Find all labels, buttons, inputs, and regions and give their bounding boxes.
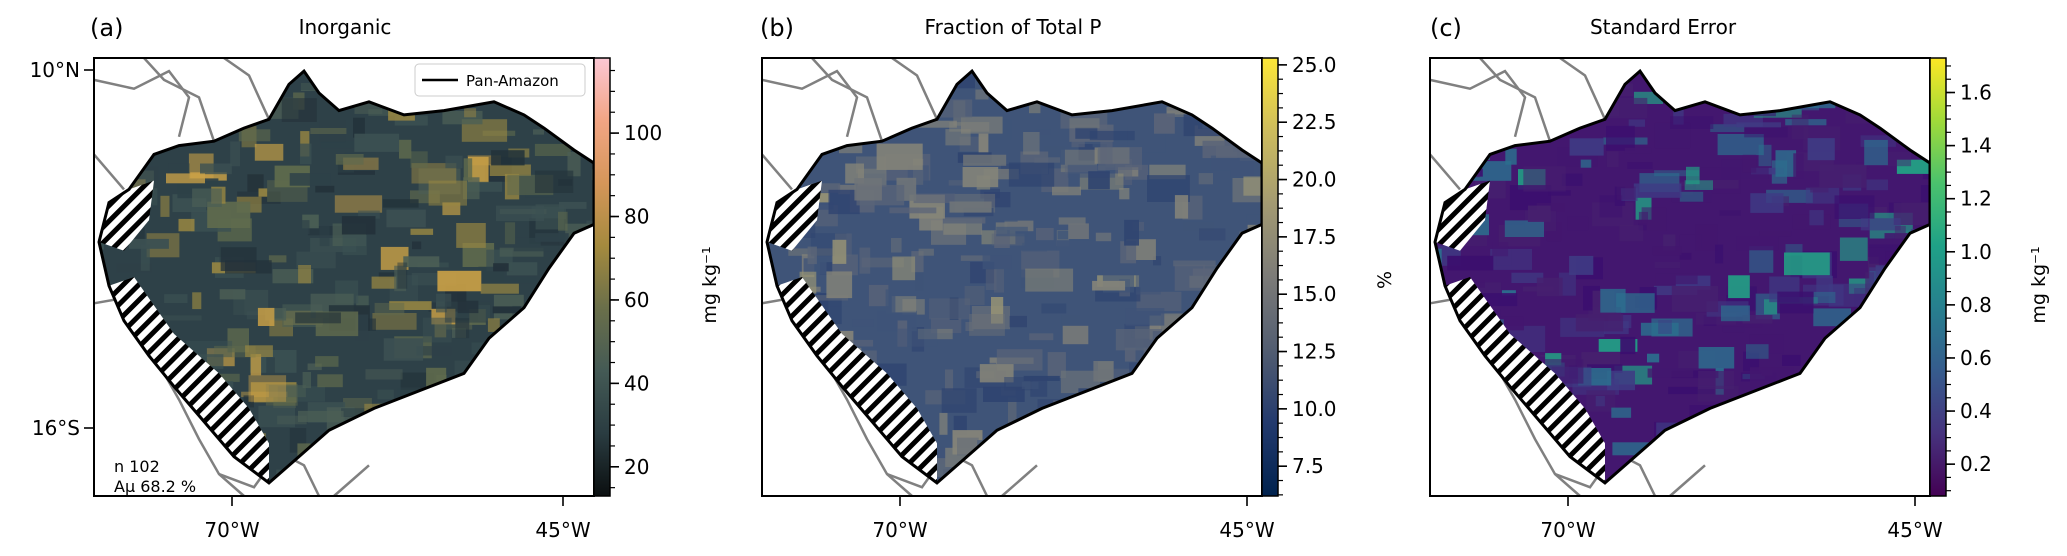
colorbar-tick-label: 0.2 — [1960, 452, 1992, 476]
pan-amazon-outline — [1433, 68, 1932, 485]
colorbar-tick-label: 60 — [624, 288, 649, 312]
hatched-region — [767, 180, 822, 251]
colorbar-tick-label: 17.5 — [1292, 225, 1337, 249]
colorbar-tick-label: 20 — [624, 455, 649, 479]
map-area — [1429, 56, 1932, 497]
colorbar: 0.2 0.4 0.6 0.8 1.0 1.2 1.4 1.6 — [1929, 57, 1992, 497]
country-border — [1429, 69, 1527, 138]
country-border — [93, 153, 125, 191]
legend-entry-pan-amazon: Pan-Amazon — [466, 72, 559, 90]
colorbar-tick-label: 0.6 — [1960, 346, 1992, 370]
hatched-region — [109, 277, 269, 483]
longitude-axis: 70°W 45°W — [872, 496, 1275, 542]
colorbar-tick-label: 20.0 — [1292, 168, 1337, 192]
country-border — [761, 153, 793, 191]
colorbar: 7.5 10.0 12.5 15.0 17.5 20.0 22.5 25.0 — [1261, 53, 1337, 497]
longitude-axis: 70°W 45°W — [1540, 496, 1943, 542]
colorbar-tick-label: 12.5 — [1292, 340, 1337, 364]
colorbar-tick-label: 80 — [624, 205, 649, 229]
longitude-axis: 70°W 45°W — [204, 496, 591, 542]
hatched-region — [1435, 180, 1490, 251]
colorbar-tick-label: 100 — [624, 121, 662, 145]
raster-layer — [767, 71, 1262, 483]
map-area — [761, 56, 1264, 497]
panel-a: (a) Inorganic 10°N 16°S 70°W 45°W Pan-Am… — [30, 14, 721, 542]
colorbar-gradient — [593, 57, 611, 497]
pan-amazon-outline — [765, 68, 1264, 485]
raster-layer — [1435, 71, 1930, 483]
raster-layer — [99, 71, 594, 483]
map-area — [93, 56, 596, 497]
lon-tick-label-west: 70°W — [1540, 518, 1595, 542]
country-border — [891, 56, 939, 120]
accuracy-stat: Aµ 68.2 % — [114, 477, 196, 496]
country-border — [93, 69, 191, 138]
country-border — [1001, 464, 1038, 497]
colorbar-tick-label: 15.0 — [1292, 282, 1337, 306]
panel-letter: (a) — [90, 14, 123, 42]
colorbar-gradient — [1261, 57, 1279, 497]
country-border — [1559, 56, 1607, 120]
lat-tick-label-south: 16°S — [32, 416, 80, 440]
panel-letter: (c) — [1430, 14, 1462, 42]
colorbar-tick-label: 0.8 — [1960, 293, 1992, 317]
sample-count: n 102 — [114, 457, 160, 476]
country-border — [333, 464, 370, 497]
panel-c: (c) Standard Error 70°W 45°W 0.20.40.60.… — [1429, 14, 2050, 542]
colorbar-label: mg kg⁻¹ — [2028, 246, 2050, 323]
lon-tick-label-east: 45°W — [1219, 518, 1274, 542]
country-border — [223, 56, 271, 120]
colorbar-tick-label: 10.0 — [1292, 397, 1337, 421]
panel-title: Inorganic — [299, 15, 392, 39]
lat-tick-label-north: 10°N — [30, 58, 80, 82]
panel-b: (b) Fraction of Total P 70°W 45°W 7.5 10.… — [760, 14, 1396, 542]
colorbar-gradient — [1929, 57, 1947, 497]
panel-title: Fraction of Total P — [925, 15, 1102, 39]
country-border — [811, 57, 884, 142]
panel-title: Standard Error — [1590, 15, 1737, 39]
colorbar-tick-label: 25.0 — [1292, 53, 1337, 77]
pan-amazon-outline — [97, 68, 596, 485]
lon-tick-label-west: 70°W — [872, 518, 927, 542]
colorbar: 20 40 60 80 100 — [593, 57, 662, 497]
colorbar-tick-label: 22.5 — [1292, 110, 1337, 134]
colorbar-tick-label: 0.4 — [1960, 399, 1992, 423]
country-border — [1429, 153, 1461, 191]
colorbar-tick-label: 1.0 — [1960, 240, 1992, 264]
colorbar-tick-label: 7.5 — [1292, 454, 1324, 478]
hatched-region — [1445, 277, 1605, 483]
colorbar-tick-label: 40 — [624, 371, 649, 395]
colorbar-tick-label: 1.6 — [1960, 81, 1992, 105]
country-border — [761, 69, 859, 138]
country-border — [1669, 464, 1706, 497]
colorbar-tick-label: 1.4 — [1960, 134, 1992, 158]
lon-tick-label-west: 70°W — [204, 518, 259, 542]
panel-letter: (b) — [760, 14, 794, 42]
colorbar-label: mg kg⁻¹ — [699, 246, 721, 323]
lon-tick-label-east: 45°W — [535, 518, 590, 542]
colorbar-tick-label: 1.2 — [1960, 187, 1992, 211]
lon-tick-label-east: 45°W — [1887, 518, 1942, 542]
country-border — [143, 57, 216, 142]
legend: Pan-Amazon — [414, 63, 586, 97]
latitude-axis: 10°N 16°S — [30, 58, 94, 440]
country-border — [1479, 57, 1552, 142]
colorbar-label: % — [1374, 271, 1396, 289]
hatched-region — [777, 277, 937, 483]
hatched-region — [99, 180, 154, 251]
